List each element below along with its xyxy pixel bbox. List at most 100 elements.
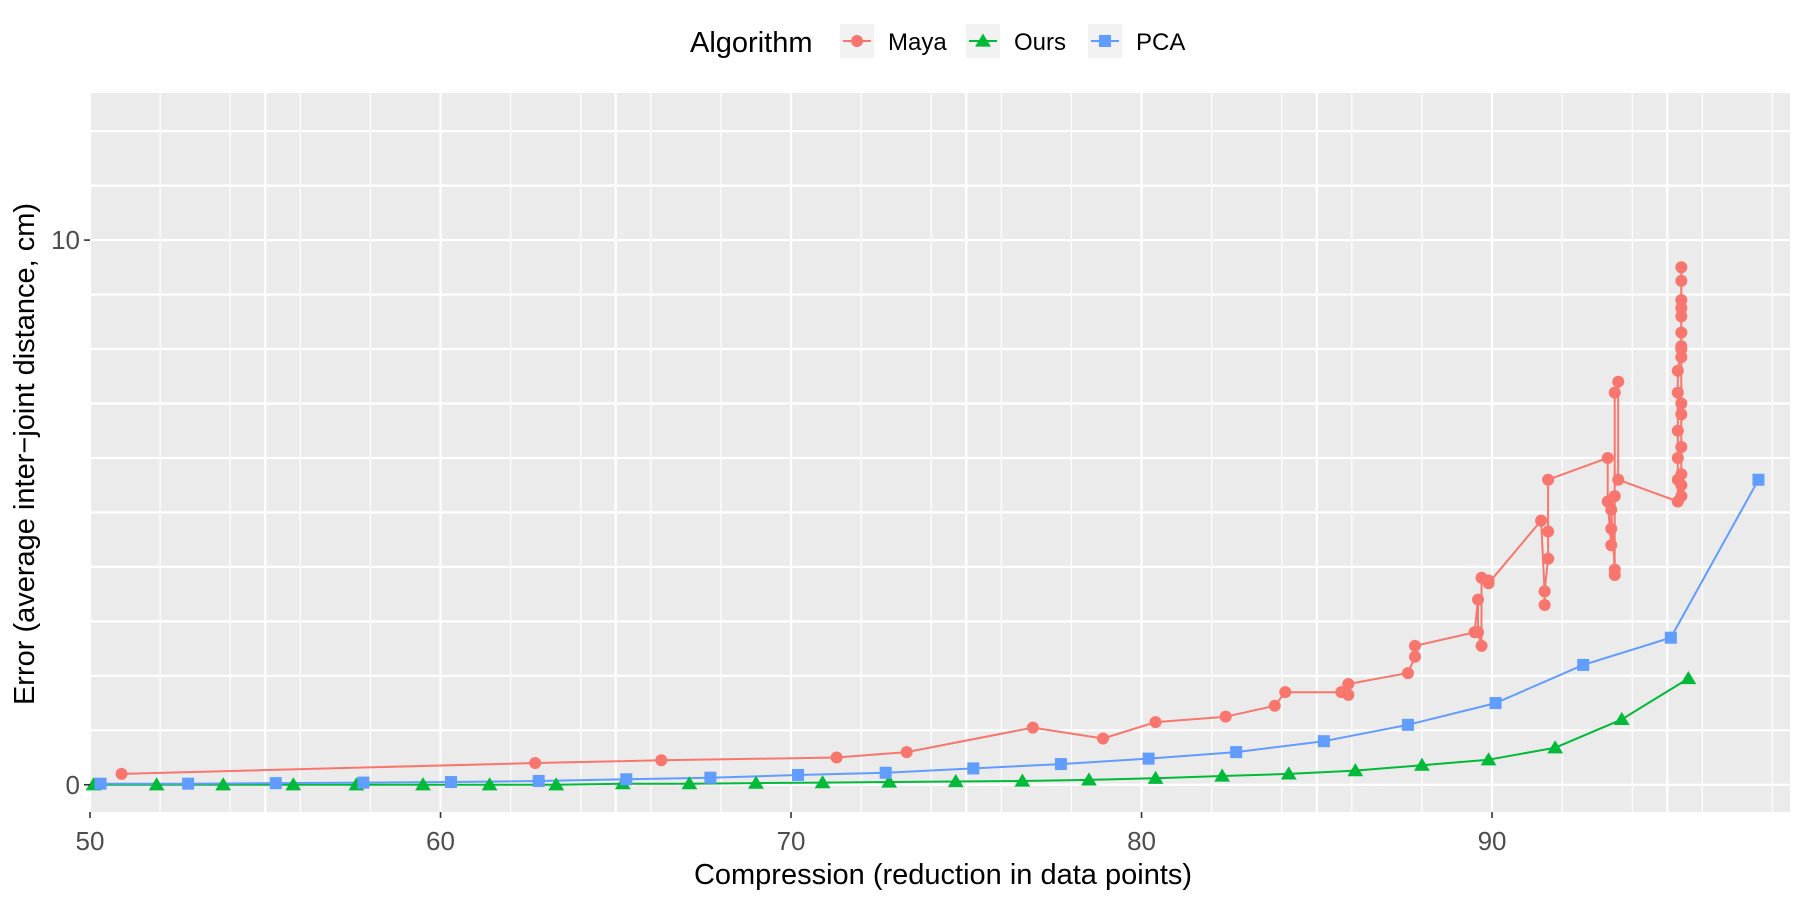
maya-points (115, 261, 1688, 780)
ours-point (1613, 711, 1630, 726)
maya-point (1605, 539, 1618, 552)
pca-point (1489, 697, 1502, 710)
maya-point (1605, 503, 1618, 516)
ours-point (1147, 770, 1164, 784)
maya-point (1671, 424, 1684, 437)
maya-point (1408, 639, 1421, 652)
maya-point (1675, 408, 1688, 421)
pca-point (357, 776, 370, 789)
maya-point (1538, 599, 1551, 612)
maya-point (1608, 386, 1621, 399)
pca-point (1317, 735, 1330, 748)
maya-point (900, 746, 913, 759)
ours-point (748, 775, 764, 789)
pca-point (792, 768, 805, 781)
legend-item-maya: Maya (840, 24, 947, 58)
maya-point (1482, 577, 1495, 590)
maya-point (1219, 710, 1232, 723)
maya-point (1675, 441, 1688, 454)
maya-point (1612, 473, 1625, 486)
legend: Algorithm Maya Ours PCA (690, 24, 1185, 59)
maya-point (1605, 522, 1618, 535)
maya-point (1149, 716, 1162, 729)
maya-point (1342, 688, 1355, 701)
maya-point (1671, 451, 1684, 464)
maya-point (1026, 721, 1039, 734)
legend-key-marker (975, 33, 991, 47)
ours-point (681, 776, 698, 790)
pca-point (879, 766, 892, 779)
maya-point (1535, 514, 1548, 527)
maya-point (1475, 639, 1488, 652)
maya-point (1342, 677, 1355, 690)
pca-points (94, 473, 1765, 790)
maya-point (1675, 274, 1688, 287)
maya-point (1608, 569, 1621, 582)
pca-point (704, 771, 717, 784)
maya-point (1279, 686, 1292, 699)
maya-point (115, 767, 128, 780)
ours-point (1414, 757, 1430, 771)
maya-point (1612, 375, 1625, 388)
maya-point (1675, 468, 1688, 481)
pca-point (1664, 631, 1677, 644)
maya-point (1671, 364, 1684, 377)
pca-line (100, 479, 1760, 785)
maya-point (529, 756, 542, 769)
plot-panel (90, 93, 1790, 812)
ours-point (947, 773, 964, 788)
ours-point (1280, 766, 1297, 780)
pca-point (1752, 473, 1765, 486)
ours-point (1680, 671, 1697, 685)
x-tick-label: 80 (1127, 826, 1156, 856)
maya-point (1408, 650, 1421, 663)
maya-point (1268, 699, 1281, 712)
axis-ticks: 50 60 70 80 90 0 10 (51, 225, 1506, 856)
series-points (85, 261, 1765, 791)
maya-point (1472, 593, 1485, 606)
ours-point (881, 774, 898, 788)
ours-point (415, 777, 431, 791)
y-tick-label: 10 (51, 225, 80, 255)
maya-point (1675, 293, 1688, 306)
x-tick-label: 50 (76, 826, 105, 856)
pca-point (1401, 718, 1414, 731)
ours-point (1547, 740, 1564, 754)
legend-label-ours: Ours (1014, 29, 1066, 56)
pca-point (967, 762, 980, 775)
maya-point (1675, 397, 1688, 410)
maya-point (830, 751, 843, 764)
maya-point (1675, 479, 1688, 492)
x-axis-title: Compression (reduction in data points) (694, 859, 1192, 891)
pca-point (94, 777, 107, 790)
ours-point (548, 777, 565, 791)
maya-point (1538, 585, 1551, 598)
pca-point (1142, 752, 1155, 765)
legend-label-pca: PCA (1136, 29, 1185, 56)
ours-point (481, 777, 498, 791)
maya-point (1675, 490, 1688, 503)
ours-point (1480, 752, 1497, 766)
legend-item-pca: PCA (1088, 24, 1185, 58)
maya-point (1671, 386, 1684, 399)
ours-point (1014, 773, 1031, 787)
ours-point (215, 777, 232, 791)
maya-point (1096, 732, 1109, 745)
ours-point (1081, 772, 1097, 786)
maya-point (1542, 473, 1555, 486)
maya-point (1608, 490, 1621, 503)
pca-point (445, 776, 458, 789)
ours-point (148, 777, 165, 791)
pca-point (269, 777, 282, 790)
maya-point (1472, 626, 1485, 639)
pca-point (1054, 758, 1067, 771)
ours-point (285, 777, 302, 791)
ours-point (814, 775, 831, 789)
legend-item-ours: Ours (966, 24, 1066, 58)
pca-point (532, 774, 545, 787)
maya-point (1675, 351, 1688, 364)
ours-points (85, 671, 1697, 791)
y-tick-label: 0 (66, 770, 80, 800)
legend-label-maya: Maya (888, 29, 947, 56)
